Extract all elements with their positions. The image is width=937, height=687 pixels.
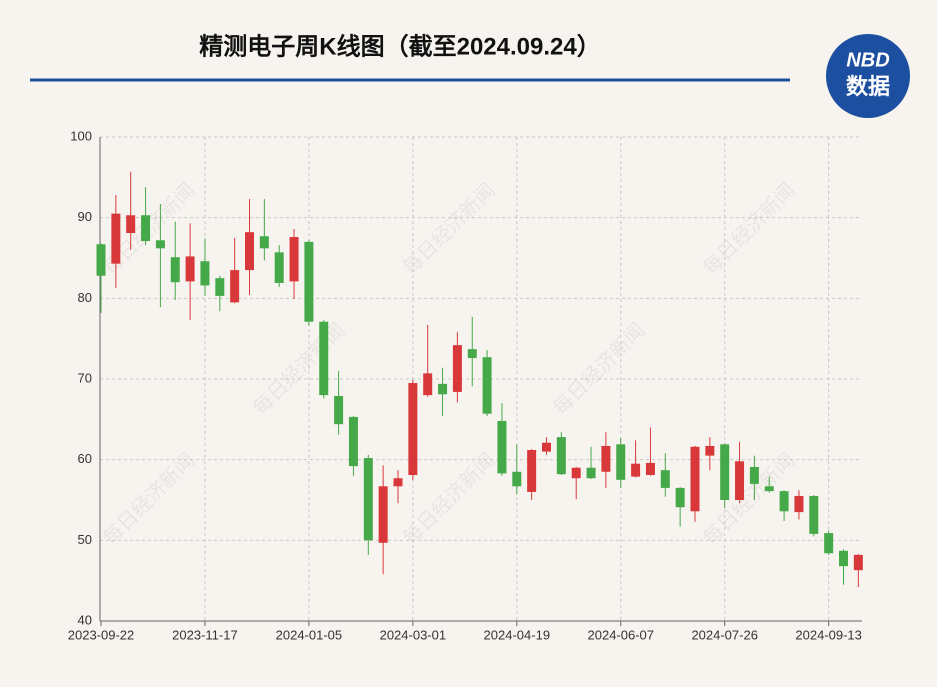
y-tick-label: 40	[78, 612, 92, 627]
x-tick-label: 2024-06-07	[588, 627, 655, 642]
candle-body	[616, 444, 626, 480]
candle-body	[438, 383, 448, 395]
candle-body	[735, 461, 745, 500]
candle-body	[259, 236, 269, 249]
candle-body	[645, 462, 655, 475]
candle-body	[141, 215, 151, 242]
candle-body	[200, 261, 210, 286]
candle-body	[586, 467, 596, 479]
candle-body	[170, 257, 180, 283]
candle-body	[452, 345, 462, 392]
candle-body	[631, 463, 641, 477]
x-tick-label: 2024-07-26	[691, 627, 758, 642]
candle-body	[779, 491, 789, 512]
candle-body	[155, 240, 165, 249]
candle-body	[839, 550, 848, 567]
candle-body	[660, 470, 670, 488]
x-tick-label: 2023-11-17	[172, 627, 238, 642]
candle-body	[601, 445, 611, 472]
candle-body	[363, 458, 373, 541]
candle-body	[809, 495, 819, 534]
candle-body	[571, 467, 581, 479]
logo-top: NBD	[846, 49, 889, 71]
candle-body	[111, 213, 121, 264]
x-tick-label: 2024-09-13	[795, 627, 862, 642]
candle-body	[408, 383, 418, 475]
candle-body	[185, 256, 195, 282]
candle-body	[497, 420, 507, 474]
logo	[826, 34, 910, 118]
candle-body	[482, 357, 492, 414]
candle-body	[824, 533, 834, 554]
candle-body	[304, 241, 314, 322]
y-tick-label: 80	[78, 290, 92, 305]
logo-bottom: 数据	[846, 74, 890, 99]
candle-body	[126, 215, 136, 233]
candle-body	[512, 471, 522, 487]
candle-body	[230, 270, 240, 303]
candle-body	[675, 487, 685, 508]
candle-body	[289, 237, 299, 282]
y-tick-label: 70	[78, 370, 92, 385]
candle-body	[319, 321, 329, 396]
candle-body	[348, 416, 358, 467]
x-tick-label: 2023-09-22	[68, 627, 135, 642]
x-tick-label: 2024-04-19	[484, 627, 551, 642]
candle-body	[527, 449, 537, 492]
candle-body	[96, 244, 106, 276]
candle-body	[764, 486, 774, 492]
candle-body	[542, 442, 551, 452]
x-tick-label: 2024-03-01	[380, 627, 447, 642]
candle-body	[556, 437, 566, 475]
x-tick-label: 2024-01-05	[276, 627, 343, 642]
chart-title: 精测电子周K线图（截至2024.09.24）	[199, 32, 600, 60]
candle-body	[720, 444, 730, 500]
candle-body	[274, 252, 284, 284]
candle-body	[215, 278, 225, 296]
candle-body	[749, 466, 759, 484]
candle-body	[334, 395, 344, 425]
y-tick-label: 50	[78, 532, 92, 547]
candle-body	[853, 554, 863, 571]
y-tick-label: 100	[70, 128, 92, 143]
y-tick-label: 60	[78, 451, 92, 466]
candle-body	[794, 495, 804, 513]
y-tick-label: 90	[78, 209, 92, 224]
candle-body	[245, 232, 254, 271]
candle-body	[467, 349, 477, 359]
candle-body	[423, 373, 433, 396]
candle-body	[393, 478, 403, 487]
candle-body	[690, 446, 700, 512]
candle-body	[378, 486, 388, 543]
candle-body	[705, 445, 715, 456]
